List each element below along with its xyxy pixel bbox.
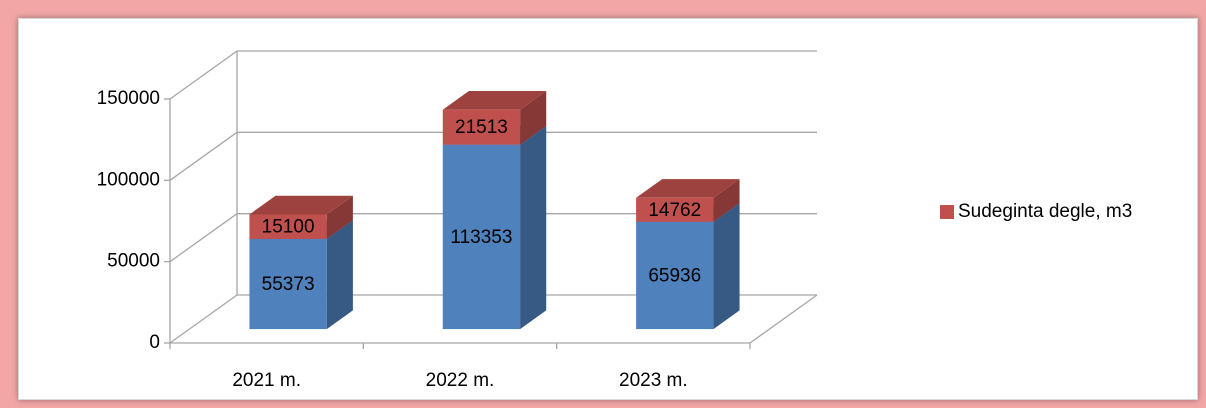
wall-edge: [169, 99, 818, 344]
bar-top: [442, 90, 547, 110]
bar-side: [326, 195, 353, 240]
bar-side: [520, 125, 547, 330]
bar: [636, 197, 714, 222]
legend-swatch: [940, 205, 954, 219]
legend-label: Sudeginta degle, m3: [958, 201, 1132, 222]
value-label: 14762: [648, 200, 701, 221]
value-label: 65936: [648, 265, 701, 286]
bar: [249, 239, 327, 330]
bar: [249, 214, 327, 240]
value-label: 113353: [450, 227, 512, 248]
bar-side: [520, 90, 547, 145]
bar-top: [636, 179, 740, 198]
bar-side: [713, 203, 740, 330]
bar-top: [249, 195, 353, 215]
y-tick-label: 50000: [107, 251, 160, 272]
bar-side: [326, 220, 353, 330]
grid-line: [169, 213, 817, 263]
value-label: 15100: [262, 217, 315, 238]
chart-panel: [18, 18, 1198, 400]
x-tick-label: 2022 m.: [426, 370, 495, 391]
value-label: 55373: [262, 274, 315, 295]
y-tick-label: 0: [149, 332, 160, 353]
bar: [442, 109, 521, 145]
y-tick-label: 100000: [97, 169, 160, 190]
bar-side: [713, 179, 740, 222]
y-tick-label: 150000: [97, 88, 160, 109]
bar: [442, 144, 521, 330]
grid-line: [169, 294, 817, 344]
value-label: 21513: [455, 117, 508, 138]
bar: [636, 221, 714, 330]
grid-line: [169, 50, 817, 100]
x-tick-label: 2021 m.: [232, 370, 301, 391]
x-tick-label: 2023 m.: [619, 370, 688, 391]
grid-line: [169, 131, 817, 181]
